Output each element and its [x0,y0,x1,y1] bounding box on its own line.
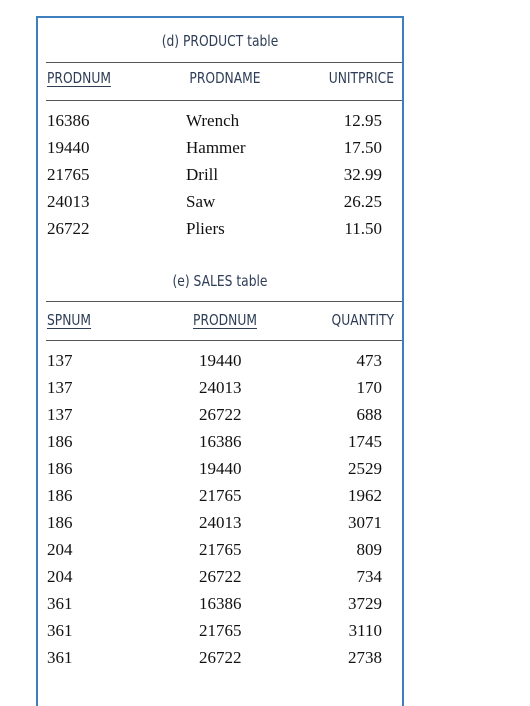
product-cell-prodname: Pliers [186,219,225,238]
sales-row: 186 16386 1745 [38,431,402,458]
sales-cell-quantity: 809 [356,540,383,559]
product-cell-unitprice: 11.50 [344,219,382,238]
sales-cell-spnum: 361 [47,594,73,613]
product-row: 16386 Wrench 12.95 [38,110,402,137]
product-header-prodnum: PRODNUM [47,69,111,87]
sales-cell-prodnum: 26722 [199,405,242,424]
product-cell-prodnum: 19440 [47,138,90,157]
product-cell-unitprice: 32.99 [343,165,382,184]
sales-row: 186 21765 1962 [38,485,402,512]
sales-cell-quantity: 3729 [348,594,382,613]
sales-cell-prodnum: 21765 [199,621,242,640]
sales-cell-prodnum: 26722 [199,567,242,586]
sales-cell-prodnum: 16386 [199,594,242,613]
tables-frame: (d) PRODUCT table PRODNUM PRODNAME UNITP… [36,16,404,706]
sales-cell-quantity: 170 [356,378,383,397]
sales-header-spnum: SPNUM [47,311,92,329]
product-cell-prodname: Wrench [186,111,240,130]
sales-cell-prodnum: 19440 [199,459,242,478]
sales-header-quantity: QUANTITY [331,311,394,329]
sales-header-top-rule [46,301,402,302]
sales-header-prodnum: PRODNUM [193,311,257,329]
sales-row: 137 19440 473 [38,350,402,377]
sales-cell-quantity: 3071 [348,513,382,532]
sales-row: 204 21765 809 [38,539,402,566]
sales-row: 186 19440 2529 [38,458,402,485]
sales-row: 361 26722 2738 [38,647,402,674]
sales-row: 137 24013 170 [38,377,402,404]
sales-row: 361 16386 3729 [38,593,402,620]
product-header-prodname: PRODNAME [189,69,261,87]
sales-row: 137 26722 688 [38,404,402,431]
sales-cell-quantity: 688 [356,405,383,424]
sales-cell-spnum: 361 [47,621,73,640]
sales-cell-spnum: 137 [47,405,73,424]
sales-cell-prodnum: 26722 [199,648,242,667]
sales-table-caption: (e) SALES table [172,272,268,290]
sales-row: 186 24013 3071 [38,512,402,539]
sales-cell-prodnum: 21765 [199,486,242,505]
sales-cell-spnum: 137 [47,378,73,397]
product-cell-prodname: Hammer [186,138,246,157]
sales-cell-spnum: 361 [47,648,73,667]
sales-row: 361 21765 3110 [38,620,402,647]
sales-cell-quantity: 734 [356,567,383,586]
sales-cell-quantity: 3110 [348,621,382,640]
sales-cell-quantity: 1962 [348,486,382,505]
sales-cell-prodnum: 24013 [199,513,242,532]
product-row: 24013 Saw 26.25 [38,191,402,218]
product-row: 26722 Pliers 11.50 [38,218,402,245]
product-cell-unitprice: 12.95 [343,111,382,130]
sales-cell-prodnum: 24013 [199,378,242,397]
product-cell-prodname: Drill [186,165,219,184]
sales-cell-quantity: 2738 [348,648,382,667]
product-cell-unitprice: 26.25 [343,192,382,211]
sales-cell-spnum: 204 [47,567,73,586]
product-cell-prodnum: 16386 [47,111,90,130]
sales-cell-prodnum: 19440 [199,351,242,370]
product-cell-prodnum: 26722 [47,219,90,238]
product-header-top-rule [46,62,402,63]
sales-cell-spnum: 186 [47,486,73,505]
sales-cell-spnum: 186 [47,513,73,532]
product-table-caption: (d) PRODUCT table [161,32,279,50]
product-cell-prodnum: 24013 [47,192,90,211]
sales-cell-spnum: 204 [47,540,73,559]
product-cell-prodnum: 21765 [47,165,90,184]
sales-cell-quantity: 473 [356,351,383,370]
product-header-bottom-rule [46,100,402,101]
sales-cell-spnum: 186 [47,432,73,451]
sales-cell-spnum: 186 [47,459,73,478]
product-row: 19440 Hammer 17.50 [38,137,402,164]
sales-row: 204 26722 734 [38,566,402,593]
product-cell-unitprice: 17.50 [343,138,382,157]
sales-cell-prodnum: 16386 [199,432,242,451]
product-cell-prodname: Saw [186,192,216,211]
sales-cell-spnum: 137 [47,351,73,370]
sales-header-bottom-rule [46,340,402,341]
sales-cell-quantity: 2529 [348,459,382,478]
product-header-unitprice: UNITPRICE [328,69,394,87]
sales-cell-quantity: 1745 [348,432,382,451]
product-row: 21765 Drill 32.99 [38,164,402,191]
sales-cell-prodnum: 21765 [199,540,242,559]
